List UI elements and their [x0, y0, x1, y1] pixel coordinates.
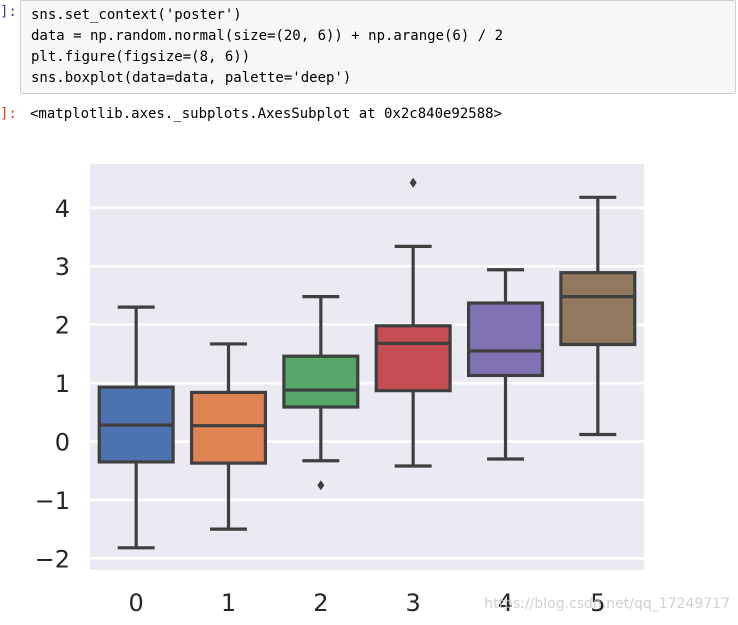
- box-2: [282, 354, 360, 409]
- x-tick-label: 2: [313, 589, 328, 617]
- box-outlier: [409, 177, 417, 188]
- box-5: [559, 271, 637, 347]
- code-line[interactable]: plt.figure(figsize=(8, 6)): [31, 49, 251, 65]
- box-4: [466, 301, 545, 378]
- code-cell[interactable]: sns.set_context('poster') data = np.rand…: [20, 0, 736, 94]
- x-tick-label: 5: [590, 589, 605, 617]
- code-line[interactable]: sns.boxplot(data=data, palette='deep'): [31, 70, 352, 86]
- plot-background: [90, 164, 644, 570]
- x-tick-label: 0: [129, 589, 144, 617]
- x-tick-label: 1: [221, 589, 236, 617]
- y-tick-label: 3: [55, 253, 70, 281]
- code-block[interactable]: sns.set_context('poster') data = np.rand…: [21, 1, 735, 93]
- y-tick-label: 2: [55, 312, 70, 340]
- x-tick-label: 3: [406, 589, 421, 617]
- output-text: <matplotlib.axes._subplots.AxesSubplot a…: [30, 106, 503, 122]
- boxplot-chart: −2 −1 0 1 2 3 4 0 1 2 3 4 5: [35, 164, 644, 617]
- code-line[interactable]: data = np.random.normal(size=(20, 6)) + …: [31, 28, 504, 44]
- y-tick-label: 1: [55, 370, 70, 398]
- input-prompt: ]:: [0, 4, 17, 20]
- x-tick-label: 4: [498, 589, 513, 617]
- output-prompt: ]:: [0, 106, 17, 122]
- box-3: [374, 324, 452, 393]
- box-1: [189, 390, 268, 465]
- y-tick-label: 4: [55, 195, 70, 223]
- y-tick-label: −1: [35, 487, 70, 515]
- box-outlier: [317, 480, 325, 491]
- code-line[interactable]: sns.set_context('poster'): [31, 7, 242, 23]
- y-tick-label: 0: [55, 428, 70, 456]
- y-tick-label: −2: [35, 545, 70, 573]
- watermark: https://blog.csdn.net/qq_17249717: [484, 596, 730, 612]
